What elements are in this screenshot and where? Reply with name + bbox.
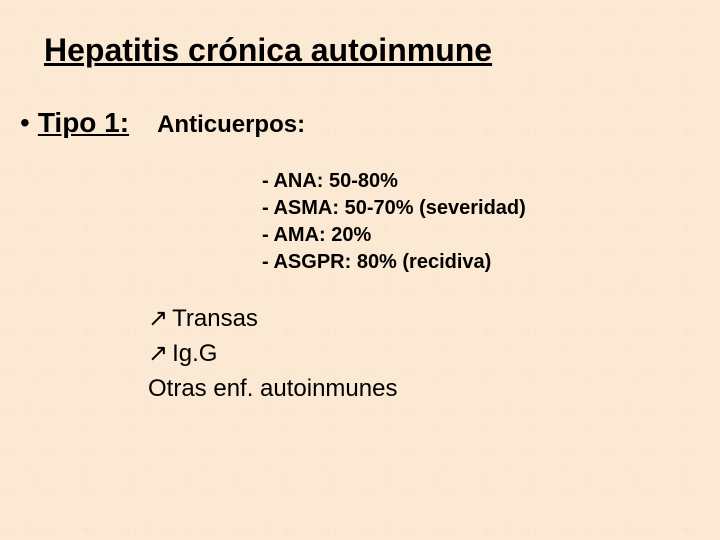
list-item: - ASMA: 50-70% (severidad) [262, 195, 526, 222]
tipo-label: Tipo 1: [38, 107, 129, 139]
up-arrow-icon: ↗ [148, 305, 168, 332]
tipo-row: • Tipo 1: Anticuerpos: [20, 107, 305, 139]
bottom-text: Otras enf. autoinmunes [148, 375, 397, 402]
bottom-item: ↗Ig.G [148, 337, 397, 372]
slide-title: Hepatitis crónica autoinmune [44, 32, 492, 69]
bottom-text: Ig.G [172, 340, 217, 367]
list-item: - ASGPR: 80% (recidiva) [262, 249, 526, 276]
up-arrow-icon: ↗ [148, 340, 168, 367]
bottom-item: Otras enf. autoinmunes [148, 372, 397, 407]
bottom-item: ↗Transas [148, 302, 397, 337]
bullet-dot-icon: • [20, 107, 30, 139]
bottom-text: Transas [172, 305, 258, 332]
antibody-list: - ANA: 50-80% - ASMA: 50-70% (severidad)… [262, 168, 526, 276]
bottom-list: ↗Transas ↗Ig.G Otras enf. autoinmunes [148, 302, 397, 406]
anticuerpos-label: Anticuerpos: [157, 111, 305, 139]
list-item: - AMA: 20% [262, 222, 526, 249]
list-item: - ANA: 50-80% [262, 168, 526, 195]
